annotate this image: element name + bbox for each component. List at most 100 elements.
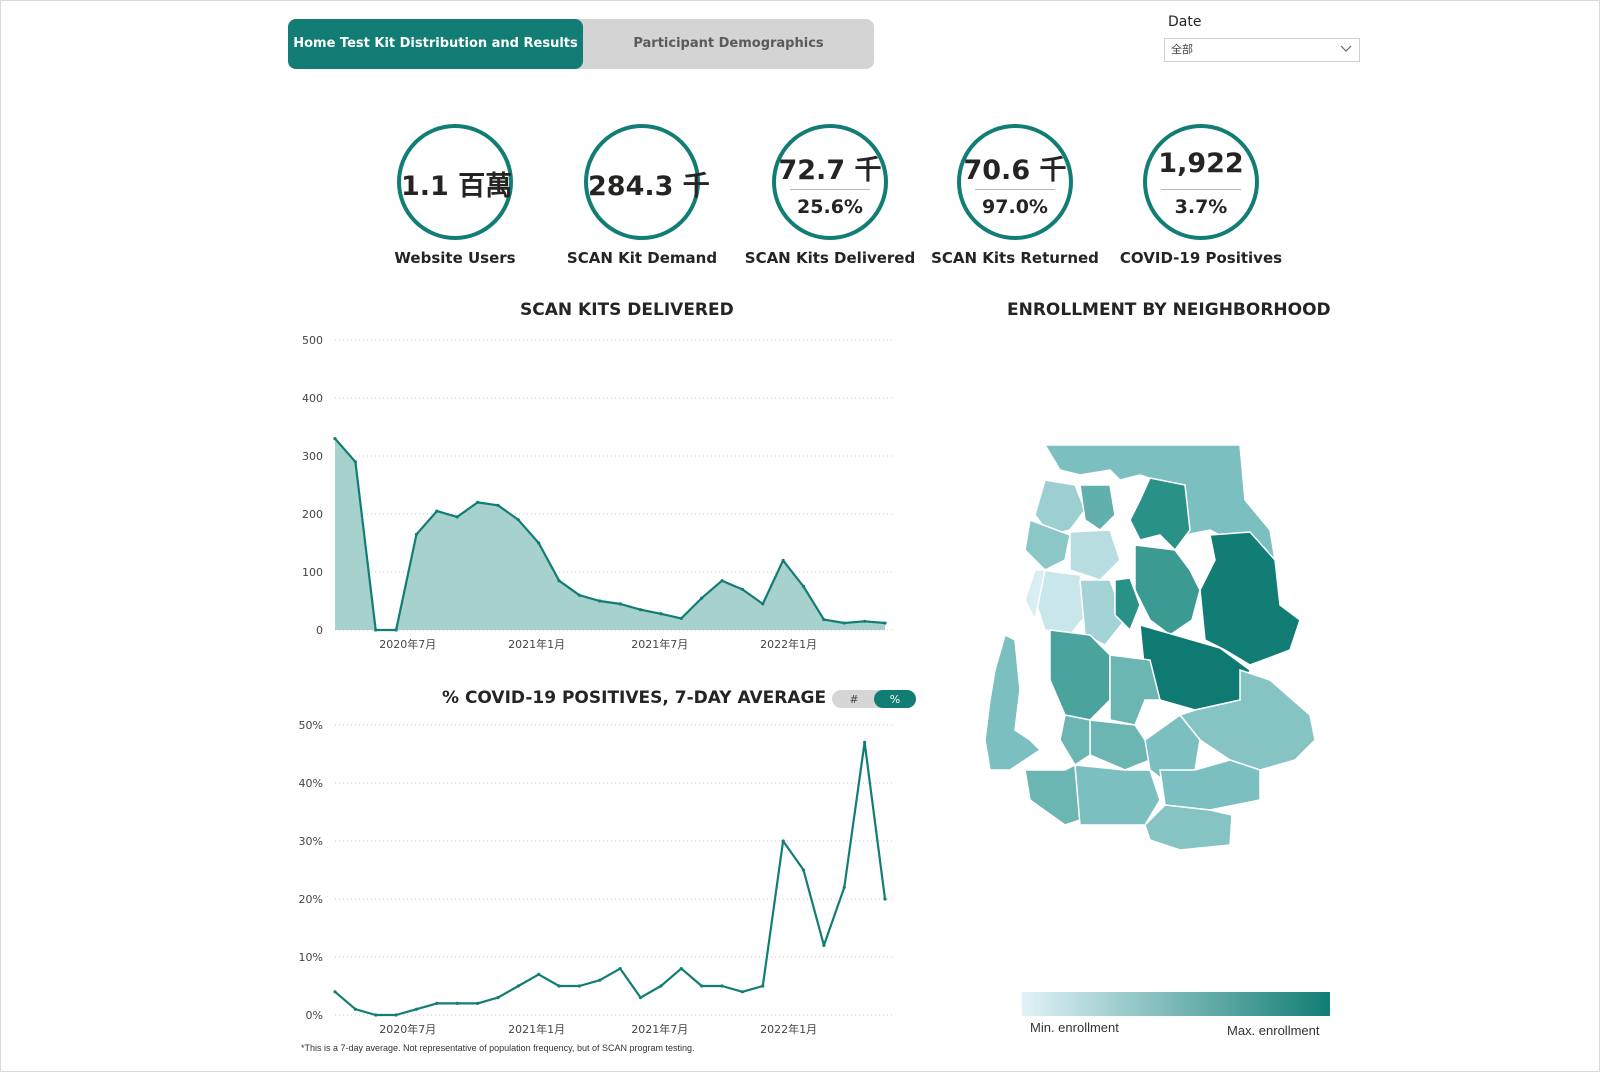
x-tick-label: 2021年7月 [631,1022,688,1036]
map-region [1089,719,1151,771]
map-region [1079,484,1116,531]
data-point [700,596,704,600]
map-region [1079,579,1126,646]
data-point [761,984,765,988]
x-tick-label: 2020年7月 [379,1022,436,1036]
kpi-divider [790,189,870,190]
data-point [863,740,867,744]
map-region [1024,518,1071,571]
chart-title-positives: % COVID-19 POSITIVES, 7-DAY AVERAGE [442,688,827,708]
toggle-count-button[interactable]: # [849,693,859,706]
kpi-divider [1161,189,1241,190]
date-filter-label: Date [1168,14,1202,30]
map-region [984,633,1042,771]
data-point [577,593,582,597]
data-point [618,602,622,606]
map-region [1074,764,1161,826]
data-point [781,839,785,843]
data-point [414,532,419,536]
kpi-circle: 1,922 3.7% [1143,124,1259,240]
map-region [1024,763,1081,826]
x-tick-label: 2020年7月 [379,637,436,651]
data-point [394,628,398,632]
map-region [1199,531,1301,666]
tab-participant-demographics[interactable]: Participant Demographics [633,36,824,51]
map-region [1144,804,1233,851]
kpi-percent: 3.7% [1174,196,1228,218]
data-point [516,984,520,988]
kpi-value: 1.1 百萬 [401,171,513,202]
data-point [353,1007,357,1011]
map-region [1069,529,1121,581]
data-point [455,1001,459,1005]
kpi-value: 72.7 千 [778,155,882,186]
data-point [863,619,867,623]
toggle-percent-button[interactable]: % [874,690,916,708]
kpi-value: 284.3 千 [588,171,710,202]
y-tick-label: 100 [302,566,323,579]
data-point [740,587,745,591]
data-point [720,984,724,988]
data-point [475,500,480,504]
data-point [414,1007,419,1011]
y-tick-label: 10% [299,951,323,964]
data-point [720,579,724,583]
kpi-website-users: 1.1 百萬 Website Users [355,124,555,267]
kpi-percent: 97.0% [982,196,1048,218]
series-area [335,438,885,630]
map-region [1109,654,1161,726]
data-point [598,599,602,603]
series-line [334,437,886,632]
x-tick-label: 2022年1月 [760,637,817,651]
y-tick-label: 50% [299,719,323,732]
map-region [1049,629,1111,721]
tab-bar: Home Test Kit Distribution and Results P… [288,19,874,69]
data-point [475,1001,480,1005]
data-point [801,584,806,589]
x-tick-label: 2022年1月 [760,1022,817,1036]
kpi-circle: 72.7 千 25.6% [772,124,888,240]
chevron-down-icon [1340,45,1352,52]
data-point [883,897,887,901]
data-point [842,885,846,889]
data-point [801,868,806,872]
positives-chart: 0% 10% 20% 30% 40% 50% 2020年7月 2021年1月 2021年7月 20… [299,719,895,1036]
y-tick-label: 300 [302,450,323,463]
y-tick-label: 200 [302,508,323,521]
kpi-scan-kit-demand: 284.3 千 SCAN Kit Demand [542,124,742,267]
kpi-circle: 284.3 千 [584,124,710,240]
map-region [1034,479,1086,536]
kpi-label: SCAN Kit Demand [566,249,718,267]
kpi-scan-kits-returned: 70.6 千 97.0% SCAN Kits Returned [915,124,1115,267]
date-filter-dropdown[interactable]: 全部 [1164,38,1360,62]
y-tick-label: 0 [316,624,323,637]
data-point [537,972,541,976]
data-point [618,967,622,971]
kpi-label: COVID-19 Positives [1119,249,1283,267]
map-region [1059,714,1091,767]
chart-title-kits-delivered: SCAN KITS DELIVERED [520,300,734,320]
kpi-percent: 25.6% [797,196,863,218]
kpi-label: SCAN Kits Returned [931,249,1099,267]
y-tick-label: 30% [299,835,323,848]
data-point [374,628,378,632]
tab-home-test-kit[interactable]: Home Test Kit Distribution and Results [288,19,583,69]
kits-delivered-chart: 0 100 200 300 400 500 2020年7月 2021年1月 2021年7月 202… [302,334,895,651]
data-point [333,437,337,441]
data-point [822,943,826,947]
x-tick-label: 2021年7月 [631,637,688,651]
data-point [740,990,745,994]
data-point [537,541,541,545]
data-point [455,515,459,519]
kpi-label: Website Users [394,249,516,267]
map-legend-gradient [1022,992,1330,1016]
enrollment-map [984,444,1316,851]
map-legend-max: Max. enrollment [1227,1023,1320,1038]
chart-footnote: *This is a 7-day average. Not representa… [301,1043,695,1053]
data-point [496,996,500,1000]
data-point [883,621,887,625]
count-percent-toggle[interactable]: # % [832,690,916,708]
data-point [781,558,785,562]
kpi-circle: 70.6 千 97.0% [957,124,1073,240]
data-point [496,503,500,507]
